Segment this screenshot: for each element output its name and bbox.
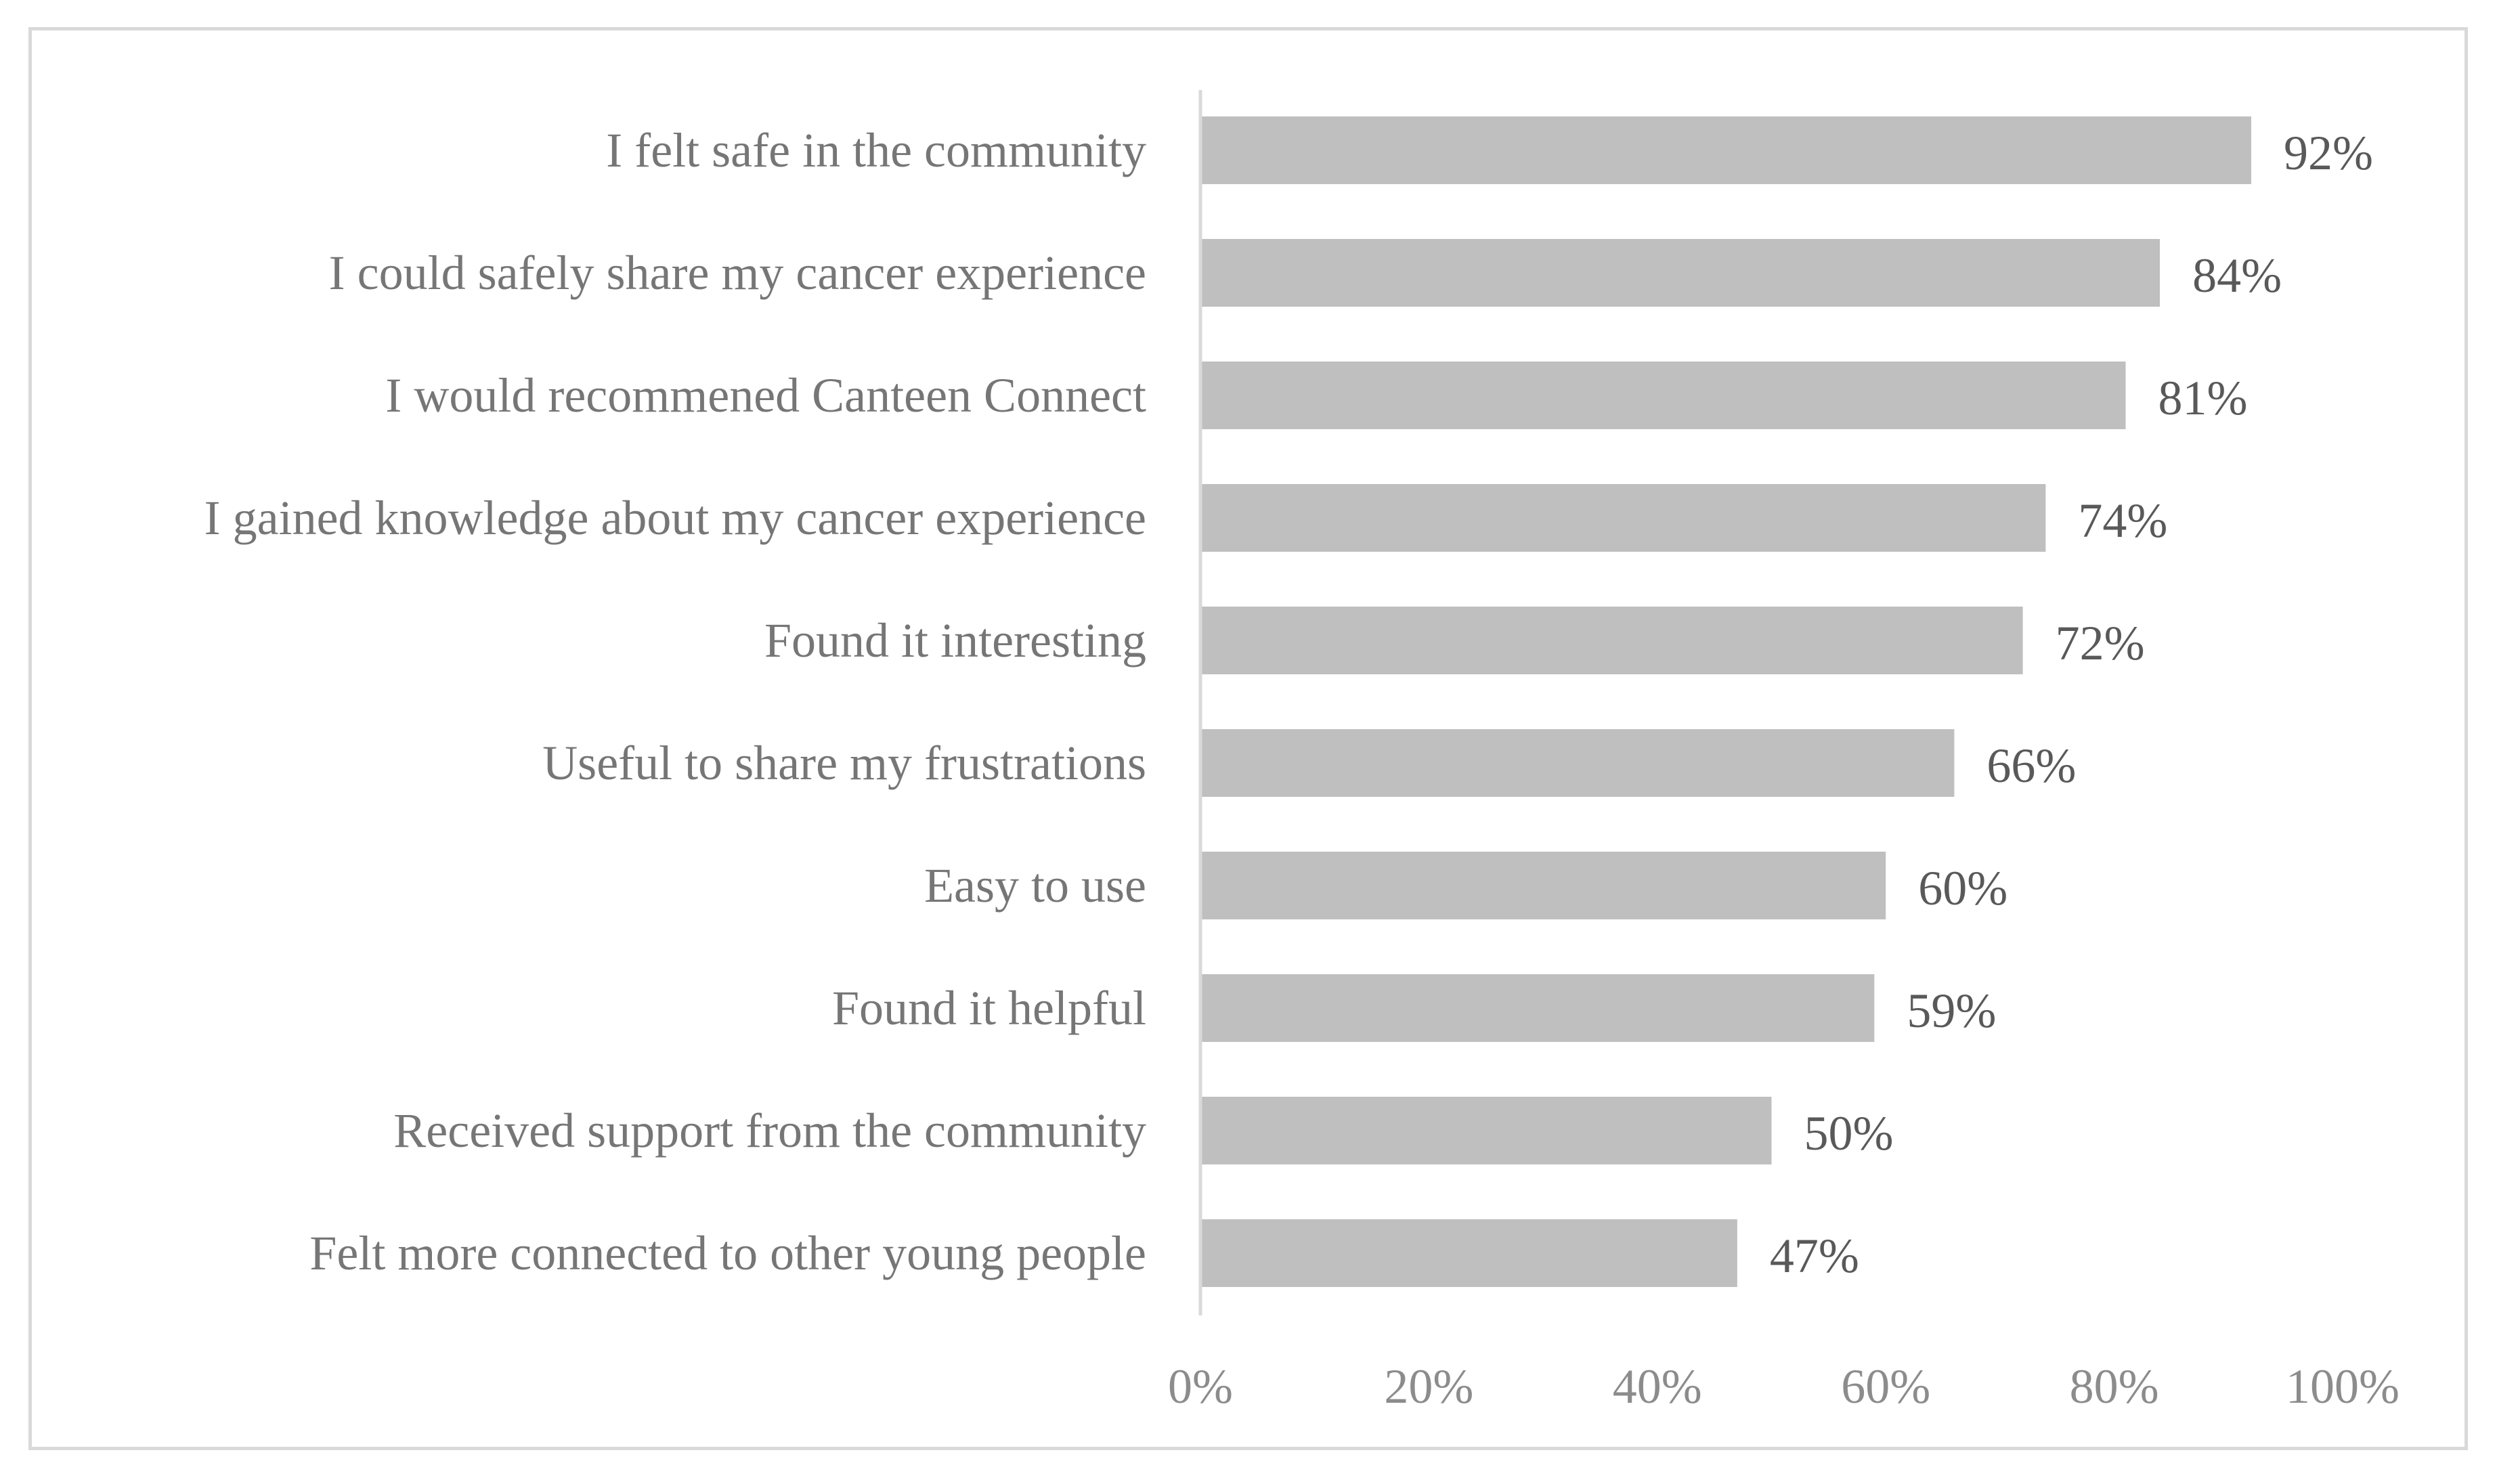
bar — [1200, 607, 2023, 674]
x-axis-tick-labels: 0% 20% 40% 60% 80% 100% — [1168, 1359, 2400, 1414]
category-label: I felt safe in the community — [606, 123, 1146, 177]
bar — [1200, 729, 1955, 797]
x-tick-label: 60% — [1841, 1359, 1930, 1414]
category-label: Useful to share my frustrations — [542, 736, 1146, 790]
category-label: I gained knowledge about my cancer exper… — [204, 491, 1146, 545]
data-label: 74% — [2078, 494, 2167, 548]
data-label: 50% — [1804, 1106, 1894, 1160]
data-label: 81% — [2158, 371, 2247, 425]
bar — [1200, 1219, 1737, 1287]
category-label: Found it interesting — [764, 613, 1146, 668]
bar — [1200, 1097, 1772, 1164]
category-label: I would recommened Canteen Connect — [385, 368, 1146, 422]
bars-layer — [1200, 116, 2252, 1287]
data-label: 60% — [1918, 861, 2007, 915]
data-label: 72% — [2056, 616, 2145, 670]
data-label: 84% — [2192, 248, 2282, 303]
category-label: Felt more connected to other young peopl… — [309, 1226, 1146, 1280]
data-label: 92% — [2284, 126, 2373, 180]
x-tick-label: 80% — [2070, 1359, 2159, 1414]
category-label: Received support from the community — [393, 1104, 1146, 1158]
data-label: 66% — [1986, 739, 2076, 793]
bar — [1200, 484, 2046, 552]
x-tick-label: 20% — [1384, 1359, 1473, 1414]
category-label: I could safely share my cancer experienc… — [329, 246, 1146, 300]
data-label: 59% — [1907, 984, 1996, 1038]
bar — [1200, 239, 2161, 307]
category-label: Easy to use — [924, 858, 1146, 913]
x-tick-label: 40% — [1613, 1359, 1702, 1414]
data-labels: 92% 84% 81% 74% 72% 66% 60% 59% 50% 47% — [1770, 126, 2373, 1283]
bar — [1200, 116, 2252, 184]
bar — [1200, 362, 2126, 429]
x-tick-label: 100% — [2286, 1359, 2400, 1414]
data-label: 47% — [1770, 1229, 1859, 1283]
category-label: Found it helpful — [832, 981, 1146, 1035]
bar — [1200, 974, 1875, 1042]
x-tick-label: 0% — [1168, 1359, 1233, 1414]
bar — [1200, 852, 1886, 919]
category-labels: I felt safe in the community I could safe… — [204, 123, 1146, 1280]
